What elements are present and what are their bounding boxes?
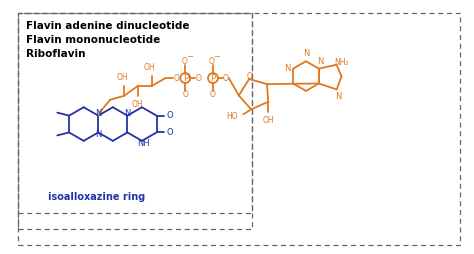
Text: O: O xyxy=(210,90,216,99)
Text: NH: NH xyxy=(137,139,150,148)
Text: NH₂: NH₂ xyxy=(335,58,349,67)
Text: −: − xyxy=(186,52,193,61)
Bar xyxy=(18,13,252,229)
Text: OH: OH xyxy=(144,63,155,72)
Text: P: P xyxy=(210,74,216,83)
Text: OH: OH xyxy=(263,116,274,125)
Text: HO: HO xyxy=(226,112,237,121)
Text: O: O xyxy=(246,72,252,81)
Text: OH: OH xyxy=(116,73,128,82)
Text: O: O xyxy=(182,90,188,99)
Text: N: N xyxy=(303,49,309,58)
Text: O: O xyxy=(195,74,201,83)
Text: N: N xyxy=(124,109,130,118)
Bar xyxy=(18,13,252,213)
Text: O: O xyxy=(166,128,173,137)
Text: OH: OH xyxy=(132,100,144,109)
Text: N: N xyxy=(318,57,324,66)
Text: O: O xyxy=(173,74,179,83)
Text: N: N xyxy=(336,92,342,101)
Text: Flavin adenine dinucleotide: Flavin adenine dinucleotide xyxy=(27,21,190,31)
Text: O: O xyxy=(209,57,215,66)
Text: Flavin mononucleotide: Flavin mononucleotide xyxy=(27,35,161,45)
Text: O: O xyxy=(182,57,187,66)
Text: N: N xyxy=(284,64,290,73)
Text: O: O xyxy=(223,74,229,83)
Text: N: N xyxy=(95,130,101,139)
Text: O: O xyxy=(166,111,173,120)
Text: N: N xyxy=(95,109,101,118)
Text: isoalloxazine ring: isoalloxazine ring xyxy=(48,192,145,202)
Text: P: P xyxy=(183,74,188,83)
Text: Riboflavin: Riboflavin xyxy=(27,49,86,59)
Text: −: − xyxy=(213,52,220,61)
